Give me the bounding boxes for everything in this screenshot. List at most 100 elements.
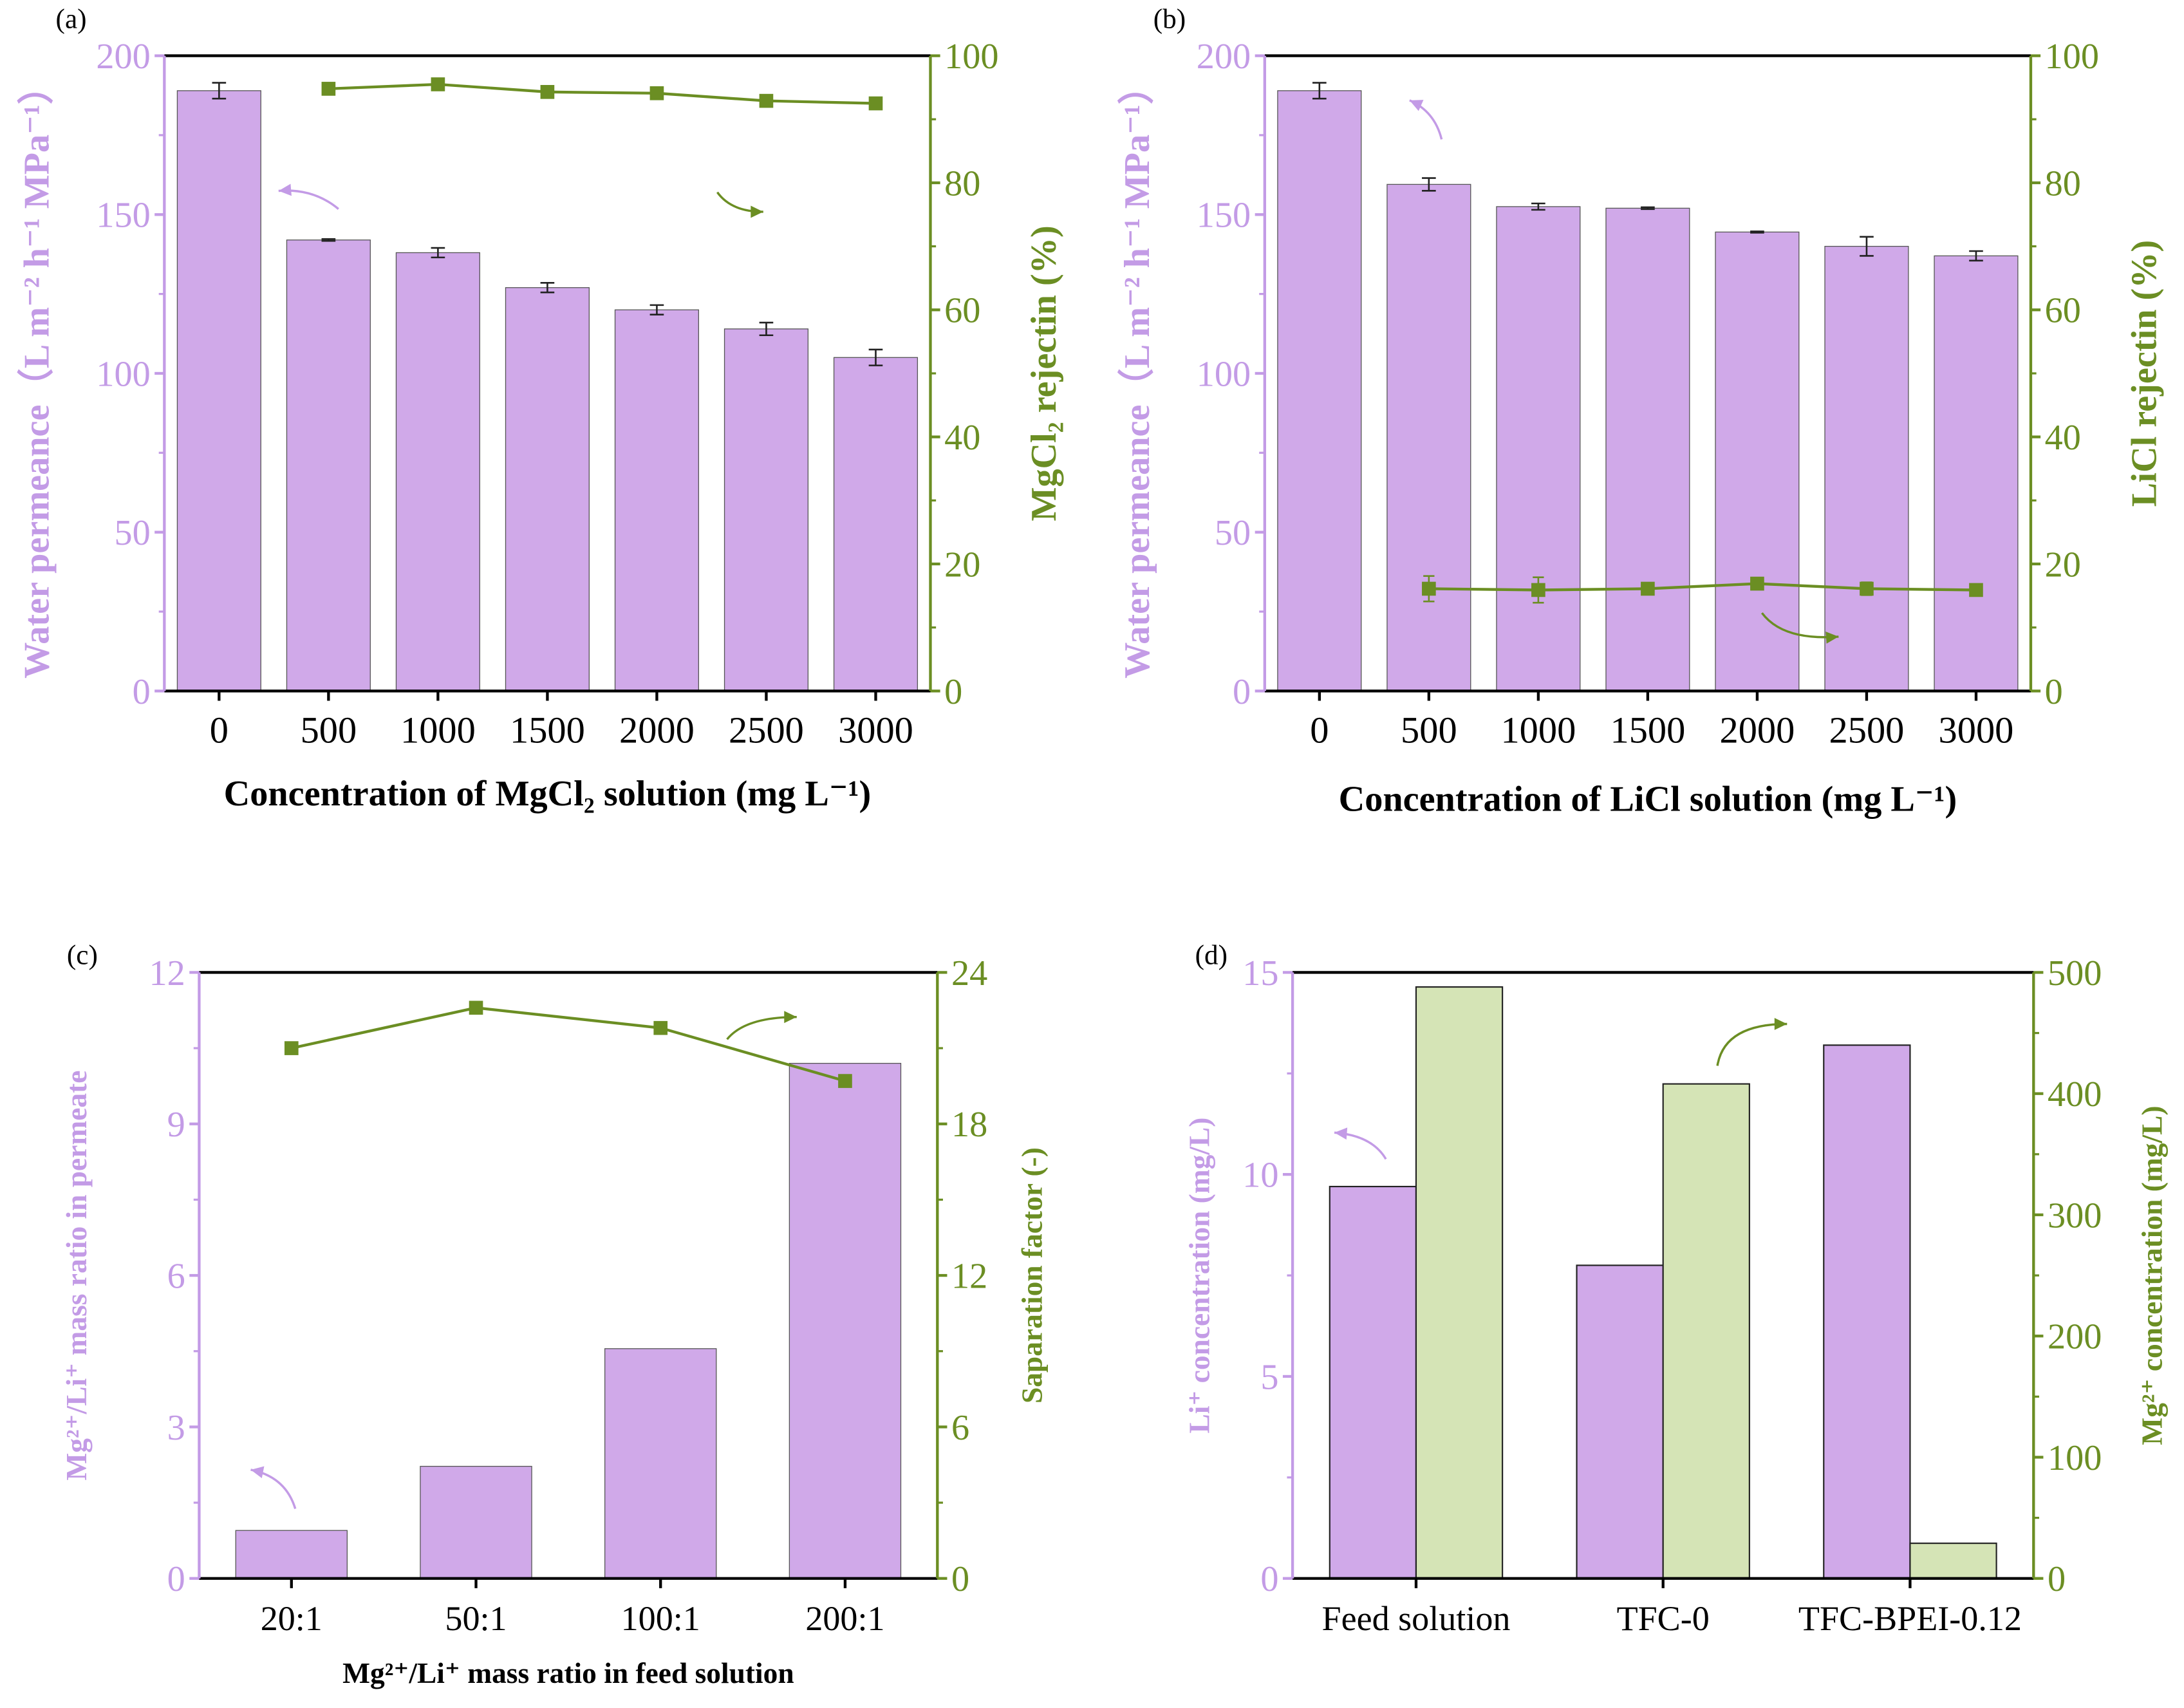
error-bar bbox=[1860, 236, 1874, 257]
error-bar bbox=[431, 247, 445, 259]
y-tick-label: 3 bbox=[167, 1408, 185, 1448]
arrowhead-icon bbox=[1334, 1127, 1348, 1140]
error-bar bbox=[1641, 206, 1655, 211]
x-tick-label: 2500 bbox=[729, 709, 804, 751]
y-tick-label: 0 bbox=[133, 672, 151, 712]
panel-label: (c) bbox=[67, 939, 98, 970]
bar bbox=[420, 1465, 532, 1579]
x-tick-label: 20:1 bbox=[261, 1599, 322, 1638]
y-tick-label: 0 bbox=[1260, 1559, 1278, 1599]
y-tick-label: 150 bbox=[96, 196, 150, 236]
arrowhead-icon bbox=[1774, 1018, 1787, 1030]
y2-tick-label: 60 bbox=[2045, 291, 2081, 331]
y2-tick-label: 12 bbox=[951, 1257, 987, 1297]
y2-tick-label: 40 bbox=[944, 418, 980, 458]
bar bbox=[1496, 206, 1581, 691]
data-point bbox=[540, 85, 555, 99]
y2-tick-label: 80 bbox=[2045, 164, 2081, 203]
y2-tick-label: 400 bbox=[2048, 1075, 2102, 1114]
x-axis-title: Mg²⁺/Li⁺ mass ratio in feed solution bbox=[342, 1657, 794, 1689]
bar bbox=[176, 90, 261, 691]
bar bbox=[286, 239, 371, 691]
y-tick-label: 5 bbox=[1260, 1357, 1278, 1397]
x-tick-label: TFC-0 bbox=[1617, 1599, 1710, 1638]
data-point bbox=[1860, 581, 1874, 596]
data-point bbox=[1750, 576, 1764, 591]
y-tick-label: 10 bbox=[1242, 1156, 1278, 1196]
error-bar bbox=[868, 348, 883, 366]
data-point bbox=[469, 1000, 483, 1015]
x-tick-label: 200:1 bbox=[805, 1599, 884, 1638]
y-axis-title: Li⁺ concentration (mg/L) bbox=[1183, 1118, 1215, 1434]
data-point bbox=[321, 82, 336, 96]
bar-li bbox=[1329, 1185, 1417, 1579]
left-axis-arrow-icon bbox=[250, 1469, 297, 1510]
y2-tick-label: 100 bbox=[2048, 1438, 2102, 1478]
error-bar bbox=[1969, 250, 1983, 262]
y2-axis-title: MgCl₂ rejectin (%) bbox=[1024, 225, 1064, 521]
y2-tick-label: 6 bbox=[951, 1408, 969, 1448]
y-tick-label: 15 bbox=[1242, 953, 1278, 993]
y-tick-label: 0 bbox=[1233, 672, 1251, 712]
panel-label: (b) bbox=[1153, 3, 1186, 34]
data-point bbox=[1531, 583, 1545, 597]
data-point bbox=[759, 93, 774, 108]
bar bbox=[1715, 231, 1800, 691]
data-point bbox=[1422, 581, 1436, 596]
x-tick-label: 2000 bbox=[1720, 709, 1795, 751]
y2-tick-label: 100 bbox=[2045, 37, 2099, 77]
y2-axis-title: Mg²⁺ concentration (mg/L) bbox=[2136, 1105, 2168, 1445]
x-tick-label: 2500 bbox=[1829, 709, 1905, 751]
x-axis-title: Concentration of LiCl solution (mg L⁻¹) bbox=[1339, 779, 1957, 819]
y2-tick-label: 60 bbox=[944, 291, 980, 331]
bar bbox=[1605, 207, 1690, 691]
error-bar bbox=[540, 282, 555, 294]
y2-tick-label: 40 bbox=[2045, 418, 2081, 458]
y2-tick-label: 20 bbox=[2045, 545, 2081, 585]
x-tick-label: 0 bbox=[1310, 709, 1329, 751]
bar-li bbox=[1576, 1264, 1664, 1579]
y2-tick-label: 300 bbox=[2048, 1196, 2102, 1235]
error-bar bbox=[1531, 202, 1545, 211]
error-bar bbox=[321, 238, 336, 242]
bar bbox=[1824, 245, 1909, 691]
bar bbox=[235, 1530, 348, 1579]
error-bar bbox=[212, 82, 227, 100]
error-bar bbox=[1750, 230, 1764, 234]
bar bbox=[1934, 255, 2019, 691]
y2-axis-title: LiCl rejectin (%) bbox=[2125, 240, 2165, 507]
bar-li bbox=[1823, 1044, 1911, 1579]
y2-tick-label: 20 bbox=[944, 545, 980, 585]
y-tick-label: 100 bbox=[96, 354, 150, 394]
panel-label: (a) bbox=[56, 3, 87, 34]
y2-tick-label: 200 bbox=[2048, 1317, 2102, 1357]
x-tick-label: 100:1 bbox=[621, 1599, 700, 1638]
y-axis-title: Mg²⁺/Li⁺ mass ratio in permeate bbox=[61, 1071, 93, 1481]
bar bbox=[1277, 90, 1362, 691]
y2-tick-label: 500 bbox=[2048, 953, 2102, 993]
error-bar bbox=[1312, 82, 1327, 100]
y-tick-label: 50 bbox=[114, 513, 150, 553]
y2-axis-title: Saparation factor (-) bbox=[1016, 1147, 1049, 1403]
data-point bbox=[838, 1074, 852, 1088]
y2-tick-label: 24 bbox=[951, 953, 987, 993]
y-tick-label: 50 bbox=[1215, 513, 1251, 553]
bar bbox=[833, 357, 919, 691]
y2-tick-label: 0 bbox=[2048, 1559, 2066, 1599]
y2-tick-label: 100 bbox=[944, 37, 998, 77]
x-tick-label: 500 bbox=[1401, 709, 1457, 751]
y-tick-label: 0 bbox=[167, 1559, 185, 1599]
x-tick-label: 3000 bbox=[838, 709, 913, 751]
y-tick-label: 6 bbox=[167, 1257, 185, 1297]
bar bbox=[723, 328, 809, 691]
series-line bbox=[328, 82, 876, 105]
bar bbox=[395, 252, 480, 691]
arrowhead-icon bbox=[784, 1011, 797, 1024]
panel-d: 0 5 10 15 0 100 200 300 400 500 Feed solution TFC-0… bbox=[1183, 939, 2168, 1637]
arrowhead-icon bbox=[278, 183, 292, 196]
data-point bbox=[868, 96, 883, 111]
right-axis-arrow-icon bbox=[1716, 1022, 1787, 1066]
arrowhead-icon bbox=[751, 205, 763, 218]
